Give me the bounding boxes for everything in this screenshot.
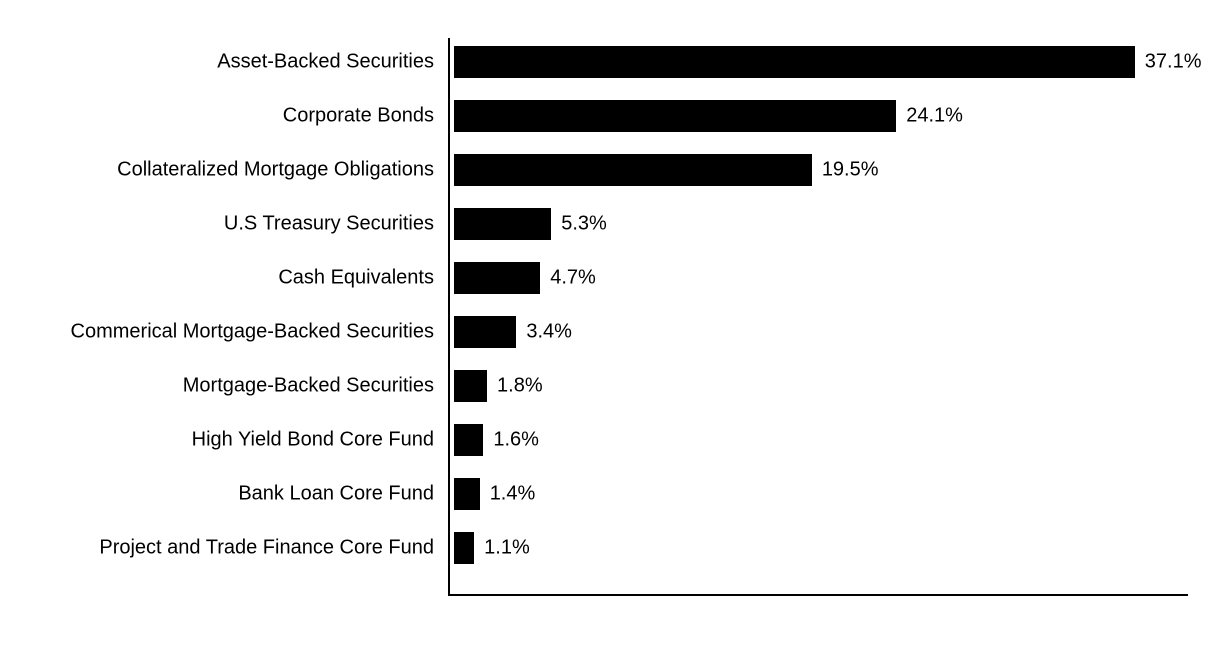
bar-row: Mortgage-Backed Securities1.8% — [448, 370, 1188, 402]
bar-rect — [454, 208, 551, 240]
allocation-bar-chart: Asset-Backed Securities37.1%Corporate Bo… — [0, 0, 1212, 660]
bar-rect — [454, 532, 474, 564]
bar-row: U.S Treasury Securities5.3% — [448, 208, 1188, 240]
bar-row: Bank Loan Core Fund1.4% — [448, 478, 1188, 510]
bar-rect — [454, 424, 483, 456]
bar-row: High Yield Bond Core Fund1.6% — [448, 424, 1188, 456]
bar-value-label: 5.3% — [551, 213, 607, 236]
bar-category-label: Commerical Mortgage-Backed Securities — [71, 321, 448, 344]
bar-value-label: 1.6% — [483, 429, 539, 452]
bar-value-label: 24.1% — [896, 105, 963, 128]
bar-row: Corporate Bonds24.1% — [448, 100, 1188, 132]
bar-value-label: 37.1% — [1135, 51, 1202, 74]
bar-category-label: Asset-Backed Securities — [217, 51, 448, 74]
bar-row: Asset-Backed Securities37.1% — [448, 46, 1188, 78]
bar-category-label: High Yield Bond Core Fund — [192, 429, 448, 452]
bar-category-label: Mortgage-Backed Securities — [183, 375, 448, 398]
bar-category-label: Cash Equivalents — [278, 267, 448, 290]
bar-row: Project and Trade Finance Core Fund1.1% — [448, 532, 1188, 564]
bar-value-label: 1.1% — [474, 537, 530, 560]
bar-category-label: Collateralized Mortgage Obligations — [117, 159, 448, 182]
bar-category-label: U.S Treasury Securities — [224, 213, 448, 236]
bar-row: Commerical Mortgage-Backed Securities3.4… — [448, 316, 1188, 348]
bar-rect — [454, 100, 896, 132]
bar-value-label: 3.4% — [516, 321, 572, 344]
x-axis — [448, 594, 1188, 596]
bar-rect — [454, 46, 1135, 78]
bar-rect — [454, 478, 480, 510]
bar-category-label: Corporate Bonds — [283, 105, 448, 128]
plot-area: Asset-Backed Securities37.1% Corporate Bo… — [448, 38, 1188, 596]
bar-value-label: 1.4% — [480, 483, 536, 506]
bar-value-label: 1.8% — [487, 375, 543, 398]
bar-category-label: Project and Trade Finance Core Fund — [99, 537, 448, 560]
bar-rect — [454, 154, 812, 186]
bar-value-label: 19.5% — [812, 159, 879, 182]
bar-rect — [454, 370, 487, 402]
bar-value-label: 4.7% — [540, 267, 596, 290]
bar-row: Cash Equivalents4.7% — [448, 262, 1188, 294]
bar-category-label: Bank Loan Core Fund — [238, 483, 448, 506]
bar-rect — [454, 262, 540, 294]
bar-rect — [454, 316, 516, 348]
bar-row: Collateralized Mortgage Obligations19.5% — [448, 154, 1188, 186]
